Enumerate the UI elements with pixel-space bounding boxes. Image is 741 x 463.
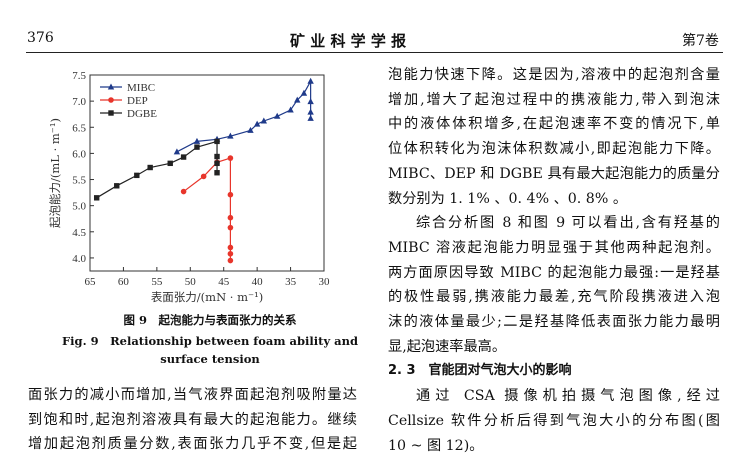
- dgbe-point: [147, 164, 153, 171]
- y-tick-label: 4.5: [72, 227, 86, 239]
- dep-point: [227, 257, 234, 264]
- dgbe-point: [194, 144, 200, 150]
- legend-label: DEP: [127, 95, 148, 107]
- right_text-line: 综合分析图 8 和图 9 可以看出,含有羟基的: [416, 215, 720, 232]
- y-tick-label: 4.0: [72, 253, 86, 265]
- figure-caption-en-2: surface tension: [160, 352, 260, 366]
- dep-line: [183, 157, 231, 261]
- dep-point: [227, 250, 234, 257]
- right_text-line: 通过 CSA 摄像机拍摄气泡图像,经过: [416, 388, 720, 405]
- legend-label: DGBE: [127, 108, 157, 120]
- mibc-point: [307, 108, 314, 115]
- dep-point: [200, 173, 207, 180]
- mibc-point: [173, 148, 181, 155]
- dgbe-point: [214, 170, 220, 176]
- right_text-line: 沫的液体量最少;二是羟基降低表面张力能力最明: [388, 314, 720, 330]
- mibc-point: [253, 120, 261, 127]
- x-tick-label: 30: [319, 276, 331, 288]
- x-tick-label: 55: [151, 276, 163, 288]
- y-tick-label: 5.5: [72, 175, 86, 187]
- mibc-point: [307, 98, 314, 105]
- header-rule: [26, 52, 723, 53]
- y-tick-label: 7.0: [72, 96, 86, 108]
- dgbe-point: [214, 138, 220, 145]
- dgbe-point: [214, 160, 220, 167]
- x-tick-label: 45: [218, 276, 230, 288]
- right_text-line: 增加,增大了起泡过程中的携液能力,带入到泡沫: [388, 91, 720, 108]
- mibc-point: [287, 106, 294, 113]
- right_text-line: 泡能力快速下降。这是因为,溶液中的起泡剂含量: [388, 67, 720, 83]
- dep-point: [180, 188, 187, 195]
- x-axis-label: 表面张力/(mN · m⁻¹): [151, 290, 263, 304]
- x-tick-label: 60: [118, 276, 130, 288]
- right_text-line: 显,起泡速率最高。: [388, 338, 507, 355]
- y-tick-label: 7.5: [72, 70, 86, 82]
- dgbe-point: [114, 183, 120, 189]
- mibc-point: [300, 89, 308, 96]
- right_text-line: 10 ~ 图 12)。: [388, 437, 484, 454]
- page-number: 376: [27, 30, 54, 46]
- mibc-point: [247, 126, 254, 133]
- y-tick-label: 5.0: [72, 201, 86, 213]
- left_text-line: 面张力的减小而增加,当气液界面起泡剂吸附量达: [28, 387, 357, 403]
- legend-marker: [107, 83, 115, 90]
- y-tick-label: 6.5: [72, 122, 86, 134]
- y-axis-label: 起泡能力/(mL · m⁻¹): [48, 118, 62, 228]
- mibc-point: [274, 112, 281, 119]
- dgbe-point: [214, 153, 220, 160]
- mibc-point: [260, 117, 268, 124]
- right_text-line: Cellsize 软件分析后得到气泡大小的分布图(图: [388, 412, 720, 429]
- dgbe-line: [96, 140, 218, 199]
- right_text-line: 两方面原因导致 MIBC 的起泡能力最强:一是羟基: [388, 264, 720, 281]
- dgbe-point: [134, 172, 140, 179]
- right_text-line: MIBC、DEP 和 DGBE 具有最大起泡能力的质量分: [388, 165, 720, 182]
- mibc-point: [307, 77, 314, 84]
- right_text-line: 数分别为 1. 1% 、0. 4% 、0. 8% 。: [388, 190, 628, 207]
- section-heading: 2. 3 官能团对气泡大小的影响: [388, 363, 572, 379]
- legend-marker: [108, 97, 114, 103]
- right_text-line: 位体积转化为泡沫体积数减小,即起泡能力下降。: [388, 141, 720, 158]
- dep-point: [227, 155, 234, 161]
- dgbe-point: [180, 154, 187, 160]
- left_text-line: 到饱和时,起泡剂溶液具有最大的起泡能力。继续: [28, 411, 357, 428]
- right_text-line: MIBC 溶液起泡能力明显强于其他两种起泡剂。: [388, 239, 720, 256]
- mibc-point: [227, 132, 234, 139]
- y-tick-label: 6.0: [72, 148, 86, 160]
- dep-point: [227, 224, 234, 231]
- plot-frame: [89, 74, 325, 272]
- legend-label: MIBC: [127, 82, 155, 94]
- figure-caption-cn: 图 9 起泡能力与表面张力的关系: [123, 313, 297, 327]
- x-tick-label: 35: [285, 276, 297, 288]
- legend-marker: [108, 110, 114, 116]
- mibc-point: [294, 96, 301, 103]
- dep-point: [227, 244, 234, 251]
- dep-point: [227, 191, 234, 198]
- dgbe-point: [93, 195, 100, 201]
- mibc-point: [307, 114, 314, 121]
- figure-caption-en-1: Fig. 9 Relationship between foam ability…: [62, 334, 358, 348]
- x-tick-label: 65: [85, 276, 97, 288]
- x-tick-label: 50: [185, 276, 197, 288]
- journal-title: 矿 业 科 学 学 报: [290, 32, 407, 50]
- mibc-point: [193, 137, 201, 144]
- right_text-line: 的极性最弱,携液能力最差,充气阶段携液进入泡: [388, 289, 720, 306]
- dep-point: [227, 214, 234, 221]
- left_text-line: 增加起泡剂质量分数,表面张力几乎不变,但是起: [28, 436, 357, 453]
- x-tick-label: 40: [252, 276, 264, 288]
- right_text-line: 中的液体体积增多,在起泡速率不变的情况下,单: [388, 116, 720, 133]
- dgbe-point: [167, 160, 173, 167]
- volume-label: 第7卷: [682, 33, 719, 49]
